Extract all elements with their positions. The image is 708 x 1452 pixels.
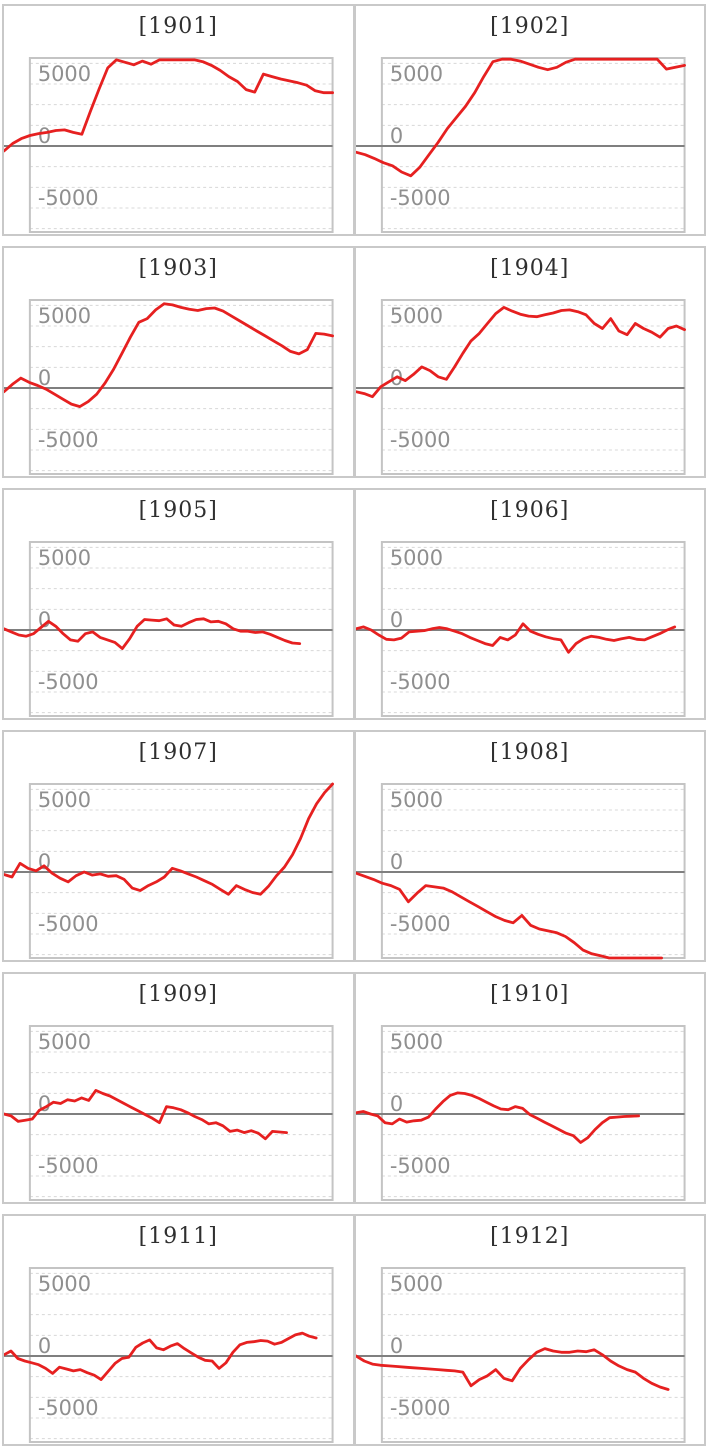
chart-canvas: 5000 0 -5000 (4, 57, 334, 233)
panel-title: [1912] (490, 1224, 570, 1249)
chart-panel: 5000 0 -5000 [1911] (4, 1216, 353, 1444)
y-tick-label: -5000 (389, 186, 450, 210)
panel-title: [1907] (138, 740, 218, 765)
y-tick-label: 5000 (38, 1030, 91, 1054)
panel-title: [1903] (138, 256, 218, 281)
panel-title: [1910] (490, 982, 570, 1007)
y-tick-label: -5000 (389, 1396, 450, 1420)
chart-canvas: 5000 0 -5000 (355, 1025, 686, 1201)
y-tick-label: 0 (38, 1334, 51, 1358)
panel-title: [1905] (138, 498, 218, 523)
chart-canvas: 5000 0 -5000 (355, 57, 686, 233)
chart-panel: 5000 0 -5000 [1904] (352, 248, 705, 476)
y-tick-label: 5000 (389, 788, 442, 812)
y-tick-label: 5000 (38, 546, 91, 570)
y-tick-label: 5000 (38, 788, 91, 812)
series-line (355, 306, 686, 399)
chart-panel: 5000 0 -5000 [1905] (4, 490, 353, 718)
chart-panel: 5000 0 -5000 [1910] (352, 974, 705, 1202)
chart-canvas: 5000 0 -5000 (4, 299, 334, 475)
y-tick-label: -5000 (389, 1154, 450, 1178)
chart-panel: 5000 0 -5000 [1908] (352, 732, 705, 960)
y-tick-label: 5000 (389, 304, 442, 328)
series-line (355, 871, 663, 960)
series-line (4, 58, 334, 153)
y-tick-label: -5000 (38, 186, 99, 210)
chart-row: 5000 0 -5000 [1901] 5000 0 -5000 [1902] (2, 4, 706, 236)
y-tick-label: 0 (389, 124, 402, 148)
panel-title: [1904] (490, 256, 570, 281)
series-line (4, 617, 302, 651)
chart-canvas: 5000 0 -5000 (355, 541, 686, 717)
y-tick-label: 5000 (389, 1272, 442, 1296)
panel-title: [1911] (138, 1224, 218, 1249)
y-tick-label: -5000 (38, 1154, 99, 1178)
chart-panel: 5000 0 -5000 [1912] (352, 1216, 705, 1444)
y-tick-label: 0 (38, 366, 51, 390)
panel-title: [1909] (138, 982, 218, 1007)
chart-panel: 5000 0 -5000 [1901] (4, 6, 353, 234)
chart-canvas: 5000 0 -5000 (355, 783, 686, 960)
y-tick-label: -5000 (38, 670, 99, 694)
chart-row: 5000 0 -5000 [1907] 5000 0 -5000 [1908] (2, 730, 706, 962)
chart-panel: 5000 0 -5000 [1902] (352, 6, 705, 234)
y-tick-label: -5000 (38, 428, 99, 452)
series-line (4, 302, 334, 409)
chart-row: 5000 0 -5000 [1911] 5000 0 -5000 [1912] (2, 1214, 706, 1446)
y-tick-label: 5000 (38, 1272, 91, 1296)
panel-title: [1902] (490, 14, 570, 39)
y-tick-label: 5000 (389, 1030, 442, 1054)
chart-panel: 5000 0 -5000 [1906] (352, 490, 705, 718)
series-line (4, 1089, 288, 1141)
series-line (355, 622, 676, 654)
chart-panel: 5000 0 -5000 [1903] (4, 248, 353, 476)
chart-panel: 5000 0 -5000 [1909] (4, 974, 353, 1202)
y-tick-label: 5000 (389, 62, 442, 86)
y-tick-label: 0 (389, 850, 402, 874)
y-tick-label: 0 (38, 124, 51, 148)
y-tick-label: 0 (389, 1092, 402, 1116)
series-line (4, 1331, 318, 1382)
y-tick-label: 0 (389, 608, 402, 632)
chart-row: 5000 0 -5000 [1903] 5000 0 -5000 [1904] (2, 246, 706, 478)
panel-title: [1908] (490, 740, 570, 765)
series-line (355, 57, 686, 178)
y-tick-label: 5000 (389, 546, 442, 570)
series-line (4, 782, 334, 896)
chart-canvas: 5000 0 -5000 (4, 1267, 334, 1443)
chart-row: 5000 0 -5000 [1905] 5000 0 -5000 [1906] (2, 488, 706, 720)
chart-canvas: 5000 0 -5000 (355, 1267, 686, 1443)
series-line (355, 1091, 640, 1144)
series-line (355, 1347, 670, 1391)
y-tick-label: -5000 (389, 912, 450, 936)
panel-title: [1901] (138, 14, 218, 39)
y-tick-label: 5000 (38, 304, 91, 328)
y-tick-label: -5000 (389, 670, 450, 694)
panel-title: [1906] (490, 498, 570, 523)
chart-row: 5000 0 -5000 [1909] 5000 0 -5000 [1910] (2, 972, 706, 1204)
chart-panel: 5000 0 -5000 [1907] (4, 732, 353, 960)
y-tick-label: -5000 (389, 428, 450, 452)
y-tick-label: -5000 (38, 912, 99, 936)
y-tick-label: -5000 (38, 1396, 99, 1420)
y-tick-label: 5000 (38, 62, 91, 86)
y-tick-label: 0 (389, 1334, 402, 1358)
